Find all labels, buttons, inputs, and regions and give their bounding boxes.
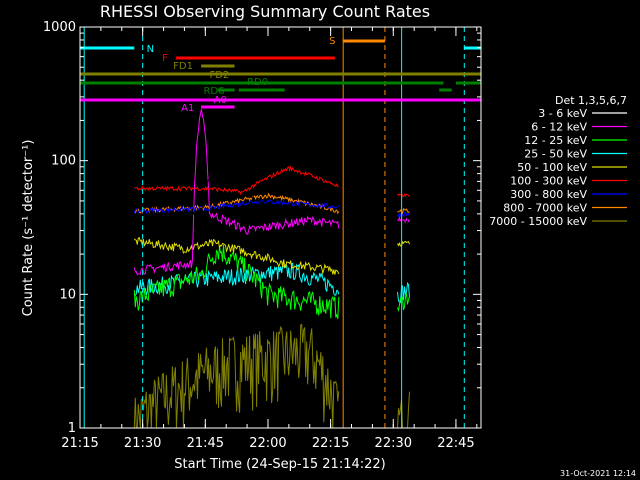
legend-entry-label: 300 - 800 keV [510,188,587,201]
footer-date: 31-Oct-2021 12:14 [560,469,636,478]
series-line-1 [133,109,340,276]
series-line-6 [133,198,340,215]
series-line-6 [397,210,410,218]
legend-title: Det 1,3,5,6,7 [555,94,627,107]
legend-entry-label: 12 - 25 keV [524,134,587,147]
series-line-4 [397,240,410,247]
flag-label-a0: A0 [214,95,227,106]
series-line-2 [397,293,410,313]
flag-label-rd6: RD6 [203,86,224,97]
flag-label-a1: A1 [181,103,194,114]
x-tick-label: 22:15 [312,436,349,451]
flag-label-fd2: FD2 [209,70,229,81]
x-axis-label: Start Time (24-Sep-15 21:14:22) [174,457,385,472]
y-tick-label: 1000 [43,20,76,35]
x-tick-label: 21:30 [124,436,161,451]
legend-entry-label: 6 - 12 keV [531,121,587,134]
plot-frame [79,26,482,429]
series-line-5 [397,193,410,198]
flag-label-night: N [147,44,154,55]
legend-entry-label: 800 - 7000 keV [503,202,587,215]
y-tick-label: 100 [51,154,76,169]
y-tick-label: 10 [59,287,76,302]
series-line-0 [397,220,410,227]
x-tick-label: 21:45 [187,436,224,451]
legend-entry-label: 3 - 6 keV [538,107,587,120]
legend-entry-label: 50 - 100 keV [517,161,587,174]
y-axis-label: Count Rate (s⁻¹ detector⁻¹) [21,140,36,317]
flag-label-saa: S [329,36,335,47]
legend-entry-label: 25 - 50 keV [524,148,587,161]
legend-entry-label: 100 - 300 keV [510,175,587,188]
flag-label-rd0: RD0 [247,77,268,88]
flag-label-flare: F [162,53,168,64]
series-line-5 [134,165,339,196]
y-tick-label: 1 [68,421,76,436]
x-tick-label: 22:00 [249,436,286,451]
flag-label-fd1: FD1 [173,61,193,72]
series-line-8 [133,323,340,429]
series-line-2 [133,244,340,320]
legend-entry-label: 7000 - 15000 keV [489,215,587,228]
x-tick-label: 22:30 [375,436,412,451]
series-line-0 [134,173,340,225]
series-line-7 [134,192,340,215]
x-tick-label: 22:45 [437,436,474,451]
series-line-3 [133,262,340,297]
chart-title: RHESSI Observing Summary Count Rates [100,2,430,21]
x-tick-label: 21:15 [61,436,98,451]
series-line-4 [133,237,340,275]
